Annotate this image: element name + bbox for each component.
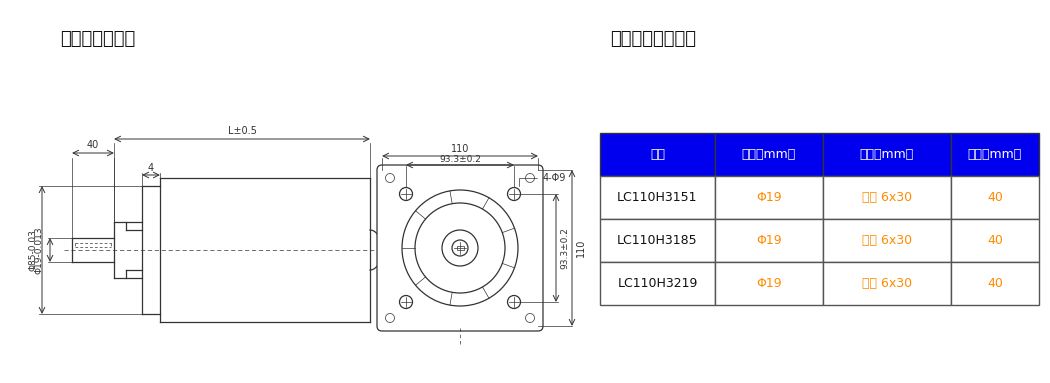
Text: 轴伸（mm）: 轴伸（mm） <box>860 148 915 161</box>
Bar <box>951 219 1040 262</box>
Circle shape <box>385 314 395 322</box>
Bar <box>715 262 823 305</box>
Circle shape <box>525 314 534 322</box>
Text: Φ19: Φ19 <box>756 234 782 247</box>
Text: 4: 4 <box>148 163 154 173</box>
Text: 外形和安装尺寸: 外形和安装尺寸 <box>60 30 135 48</box>
Circle shape <box>507 188 521 200</box>
Bar <box>951 262 1040 305</box>
Bar <box>823 262 951 305</box>
Text: 轴径（mm）: 轴径（mm） <box>742 148 796 161</box>
Bar <box>457 246 463 250</box>
Bar <box>823 176 951 219</box>
Bar <box>823 219 951 262</box>
Text: 型号: 型号 <box>650 148 665 161</box>
Text: 40: 40 <box>987 234 1003 247</box>
Bar <box>951 176 1040 219</box>
Text: 40: 40 <box>987 277 1003 290</box>
Text: 轴长（mm）: 轴长（mm） <box>968 148 1022 161</box>
Circle shape <box>415 203 505 293</box>
Text: 110: 110 <box>450 144 469 154</box>
Text: Φ19-0.013: Φ19-0.013 <box>35 226 44 274</box>
Circle shape <box>507 296 521 308</box>
Circle shape <box>402 190 518 306</box>
Bar <box>823 133 951 176</box>
Text: LC110H3219: LC110H3219 <box>617 277 697 290</box>
Circle shape <box>442 230 478 266</box>
Text: 40: 40 <box>87 140 99 150</box>
Circle shape <box>525 173 534 183</box>
Text: 平键 6x30: 平键 6x30 <box>862 191 912 204</box>
Text: 平键 6x30: 平键 6x30 <box>862 234 912 247</box>
Text: 平键 6x30: 平键 6x30 <box>862 277 912 290</box>
Bar <box>600 262 715 305</box>
Bar <box>600 219 715 262</box>
FancyBboxPatch shape <box>377 165 543 331</box>
Text: 110: 110 <box>576 239 586 257</box>
Text: 93.3±0.2: 93.3±0.2 <box>439 155 481 164</box>
Text: 4-Φ9: 4-Φ9 <box>519 173 566 186</box>
Circle shape <box>452 240 468 256</box>
Text: 40: 40 <box>987 191 1003 204</box>
Circle shape <box>399 188 413 200</box>
Text: 电机出轴方式说明: 电机出轴方式说明 <box>610 30 696 48</box>
Bar <box>600 176 715 219</box>
Bar <box>600 133 715 176</box>
Text: LC110H3185: LC110H3185 <box>617 234 698 247</box>
Bar <box>715 219 823 262</box>
Text: 93.3±0.2: 93.3±0.2 <box>560 227 569 269</box>
Bar <box>715 176 823 219</box>
Text: Φ19: Φ19 <box>756 191 782 204</box>
Text: L±0.5: L±0.5 <box>228 126 256 136</box>
Bar <box>715 133 823 176</box>
Text: LC110H3151: LC110H3151 <box>617 191 698 204</box>
Circle shape <box>399 296 413 308</box>
Bar <box>951 133 1040 176</box>
Circle shape <box>385 173 395 183</box>
Text: Φ19: Φ19 <box>756 277 782 290</box>
Text: Φ85-0.03: Φ85-0.03 <box>28 229 37 271</box>
